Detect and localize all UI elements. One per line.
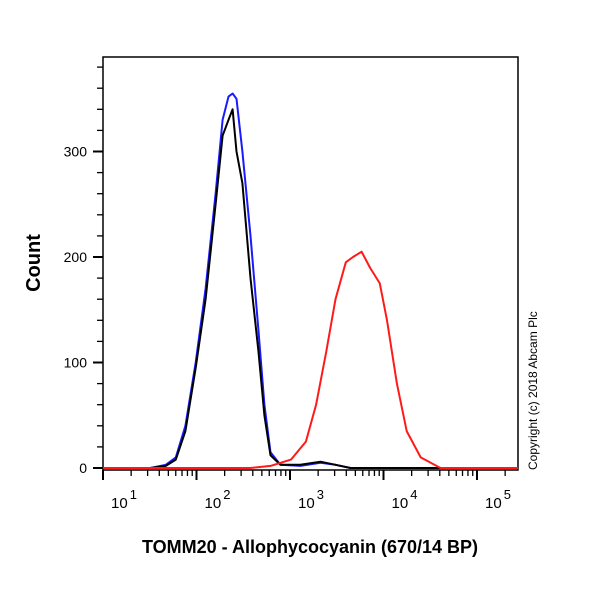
series-line-2: [103, 250, 519, 469]
series-line-1: [103, 108, 519, 469]
plot-frame: [102, 56, 519, 471]
x-tick-label: 103: [298, 487, 324, 512]
x-tick-label: 102: [205, 487, 231, 512]
x-axis-label: TOMM20 - Allophycocyanin (670/14 BP): [142, 537, 478, 557]
y-tick-label: 300: [64, 144, 88, 160]
x-tick-label: 104: [392, 487, 418, 512]
y-tick-label: 0: [79, 460, 87, 476]
x-tick-label: 105: [485, 487, 511, 512]
x-tick-label: 101: [111, 487, 137, 512]
y-tick-label: 200: [64, 249, 88, 265]
copyright-annotation: Copyright (c) 2018 Abcam Plc: [526, 311, 540, 470]
y-axis-label: Count: [23, 234, 45, 292]
series-line-0: [103, 92, 519, 469]
y-tick-label: 100: [64, 355, 88, 371]
